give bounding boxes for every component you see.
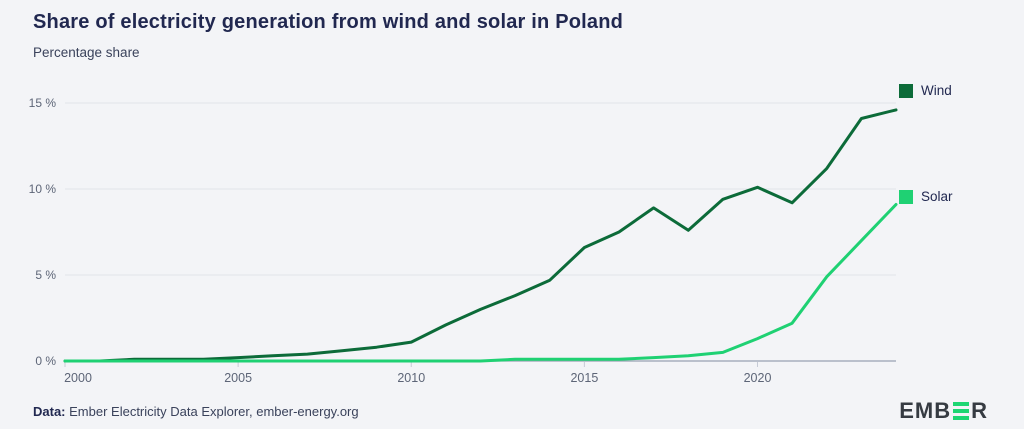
- page-title: Share of electricity generation from win…: [33, 11, 624, 33]
- legend-label-wind: Wind: [921, 83, 952, 98]
- y-tick-label: 10 %: [29, 182, 57, 196]
- solar-series-line: [63, 203, 898, 363]
- y-tick-label: 5 %: [35, 268, 56, 282]
- logo-bar: [953, 409, 970, 413]
- y-tick-label: 15 %: [29, 96, 57, 110]
- ember-logo-bars-icon: [953, 402, 970, 420]
- x-tick-label: 2010: [397, 371, 425, 385]
- logo-bar: [953, 416, 970, 420]
- x-tick-label: 2015: [570, 371, 598, 385]
- legend-label-solar: Solar: [921, 189, 953, 204]
- ember-logo: EMB R: [899, 398, 988, 424]
- ember-logo-text-right: R: [971, 398, 988, 423]
- y-tick-label: 0 %: [35, 354, 56, 368]
- logo-bar: [953, 402, 970, 406]
- ember-logo-text-left: EMB: [899, 398, 952, 423]
- x-tick-label: 2020: [744, 371, 772, 385]
- x-tick-label: 2000: [64, 371, 92, 385]
- solar-series-swatch-icon: [899, 189, 913, 204]
- data-source-label: Data:: [33, 404, 66, 419]
- legend-item-solar: Solar: [899, 189, 953, 204]
- x-tick-label: 2005: [224, 371, 252, 385]
- legend-item-wind: Wind: [899, 83, 952, 98]
- data-source-note: Data: Ember Electricity Data Explorer, e…: [33, 404, 359, 419]
- wind-series-swatch-icon: [899, 83, 913, 98]
- data-source-text: Ember Electricity Data Explorer, ember-e…: [65, 404, 359, 419]
- chart-subtitle: Percentage share: [33, 45, 140, 60]
- wind-series-line: [63, 108, 898, 363]
